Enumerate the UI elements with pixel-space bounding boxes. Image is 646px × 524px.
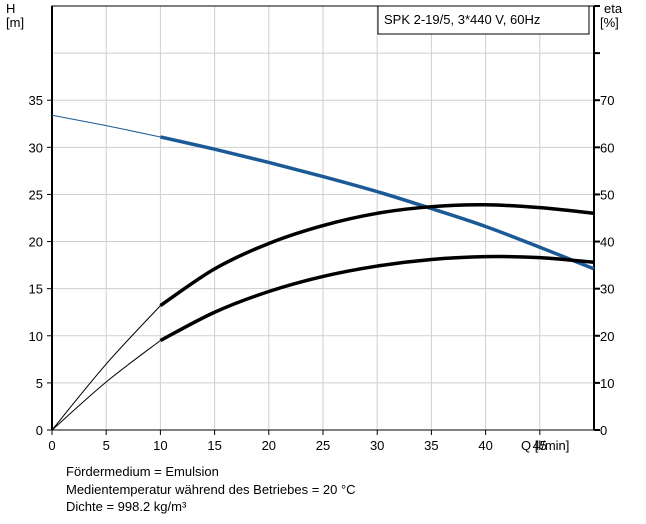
axis-labels: H [m] eta [%] Q [l/min]	[6, 1, 623, 453]
x-tick-label: 15	[207, 438, 221, 453]
x-tick-label: 25	[316, 438, 330, 453]
x-tick-label: 45	[533, 438, 547, 453]
x-tick-label: 40	[478, 438, 492, 453]
y-right-tick-label: 10	[600, 376, 614, 391]
y-right-tick-label: 50	[600, 187, 614, 202]
y-right-tick-label: 20	[600, 329, 614, 344]
curves	[51, 114, 595, 431]
grid	[52, 6, 594, 430]
curve-0-thin-segment	[51, 114, 161, 138]
x-tick-label: 5	[103, 438, 110, 453]
left-axis-title: H	[6, 1, 15, 16]
x-tick-label: 30	[370, 438, 384, 453]
chart-title: SPK 2-19/5, 3*440 V, 60Hz	[384, 12, 540, 27]
y-right-tick-label: 40	[600, 235, 614, 250]
x-tick-label: 20	[262, 438, 276, 453]
curve-2-thick-segment	[159, 254, 595, 343]
x-tick-label: 10	[153, 438, 167, 453]
y-right-tick-label: 30	[600, 282, 614, 297]
x-tick-label: 0	[48, 438, 55, 453]
left-axis-unit: [m]	[6, 15, 24, 30]
note-temperature: Medientemperatur während des Betriebes =…	[66, 481, 356, 497]
axes: 0 5 10 15 20 25 30 35 40 45 0 5 10 15 20 25 30 35 0 10 20 30 4…	[29, 5, 614, 453]
y-left-tick-label: 5	[36, 376, 43, 391]
note-density: Dichte = 998.2 kg/m³	[66, 499, 187, 514]
y-left-tick-label: 0	[36, 423, 43, 438]
curve-1-thick-segment	[159, 203, 595, 308]
y-left-tick-label: 35	[29, 93, 43, 108]
medium-notes: Fördermedium = Emulsion Medientemperatur…	[66, 463, 356, 516]
title-box: SPK 2-19/5, 3*440 V, 60Hz	[377, 5, 590, 35]
right-axis-title: eta	[604, 1, 623, 16]
y-left-tick-label: 30	[29, 140, 43, 155]
y-right-tick-label: 0	[600, 423, 607, 438]
curve-0-thick-segment	[160, 135, 595, 271]
curve-2-thin-segment	[51, 340, 161, 431]
curve-1-thin-segment	[51, 305, 161, 431]
x-tick-label: 35	[424, 438, 438, 453]
x-axis-title: Q [l/min]	[521, 438, 569, 453]
y-left-tick-label: 20	[29, 235, 43, 250]
y-left-tick-label: 15	[29, 282, 43, 297]
y-left-tick-label: 10	[29, 329, 43, 344]
right-axis-unit: [%]	[600, 15, 619, 30]
title-box-frame	[377, 5, 590, 35]
y-left-tick-label: 25	[29, 187, 43, 202]
y-right-tick-label: 70	[600, 93, 614, 108]
y-right-tick-label: 60	[600, 140, 614, 155]
note-medium: Fördermedium = Emulsion	[66, 464, 219, 479]
